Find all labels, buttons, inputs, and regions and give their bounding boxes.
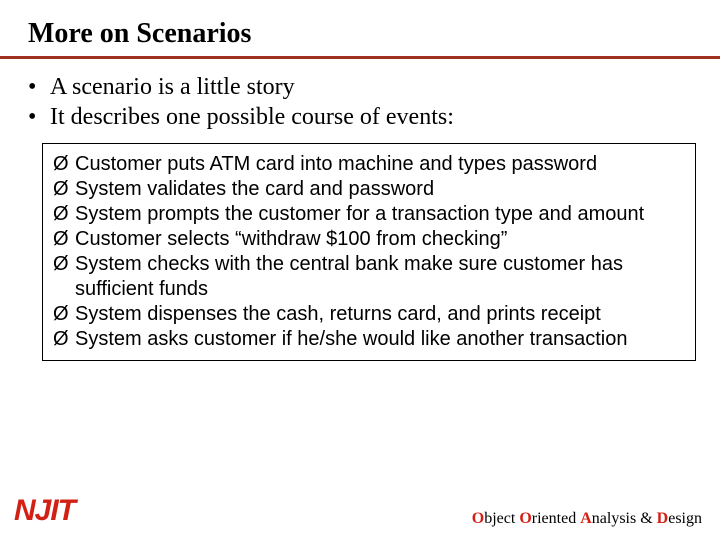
scenario-item: Ø Customer selects “withdraw $100 from c… — [53, 227, 685, 252]
scenario-text: System dispenses the cash, returns card,… — [73, 302, 601, 327]
arrow-bullet-icon: Ø — [53, 152, 73, 177]
intro-bullet-row: • A scenario is a little story — [28, 73, 720, 101]
scenario-item: Ø System prompts the customer for a tran… — [53, 202, 685, 227]
footer-letter-o1: O — [472, 510, 484, 527]
footer-text-nalysis: nalysis & — [592, 510, 657, 527]
scenario-text: System checks with the central bank make… — [73, 252, 685, 302]
njit-logo: NJIT — [14, 494, 75, 528]
arrow-bullet-icon: Ø — [53, 302, 73, 327]
scenario-item: Ø System checks with the central bank ma… — [53, 252, 685, 302]
intro-bullets: • A scenario is a little story • It desc… — [0, 59, 720, 131]
scenario-item: Ø Customer puts ATM card into machine an… — [53, 152, 685, 177]
footer-letter-o2: O — [519, 510, 531, 527]
intro-bullet-text: It describes one possible course of even… — [50, 103, 454, 131]
scenario-text: System prompts the customer for a transa… — [73, 202, 644, 227]
scenario-item: Ø System dispenses the cash, returns car… — [53, 302, 685, 327]
arrow-bullet-icon: Ø — [53, 202, 73, 227]
footer-text-esign: esign — [668, 510, 702, 527]
scenario-text: Customer selects “withdraw $100 from che… — [73, 227, 507, 252]
arrow-bullet-icon: Ø — [53, 327, 73, 352]
intro-bullet-text: A scenario is a little story — [50, 73, 295, 101]
scenario-item: Ø System validates the card and password — [53, 177, 685, 202]
footer-letter-d: D — [657, 510, 669, 527]
bullet-mark: • — [28, 103, 50, 131]
slide-title: More on Scenarios — [0, 0, 720, 59]
arrow-bullet-icon: Ø — [53, 227, 73, 252]
bullet-mark: • — [28, 73, 50, 101]
footer-tagline: Object Oriented Analysis & Design — [472, 510, 702, 528]
scenario-text: Customer puts ATM card into machine and … — [73, 152, 597, 177]
footer-text-bject: bject — [484, 510, 519, 527]
scenario-text: System asks customer if he/she would lik… — [73, 327, 627, 352]
intro-bullet-row: • It describes one possible course of ev… — [28, 103, 720, 131]
footer-text-riented: riented — [532, 510, 580, 527]
footer-letter-a: A — [580, 510, 592, 527]
scenario-item: Ø System asks customer if he/she would l… — [53, 327, 685, 352]
arrow-bullet-icon: Ø — [53, 252, 73, 277]
scenario-text: System validates the card and password — [73, 177, 434, 202]
arrow-bullet-icon: Ø — [53, 177, 73, 202]
scenario-box: Ø Customer puts ATM card into machine an… — [42, 143, 696, 361]
scenario-box-wrap: Ø Customer puts ATM card into machine an… — [0, 133, 720, 361]
